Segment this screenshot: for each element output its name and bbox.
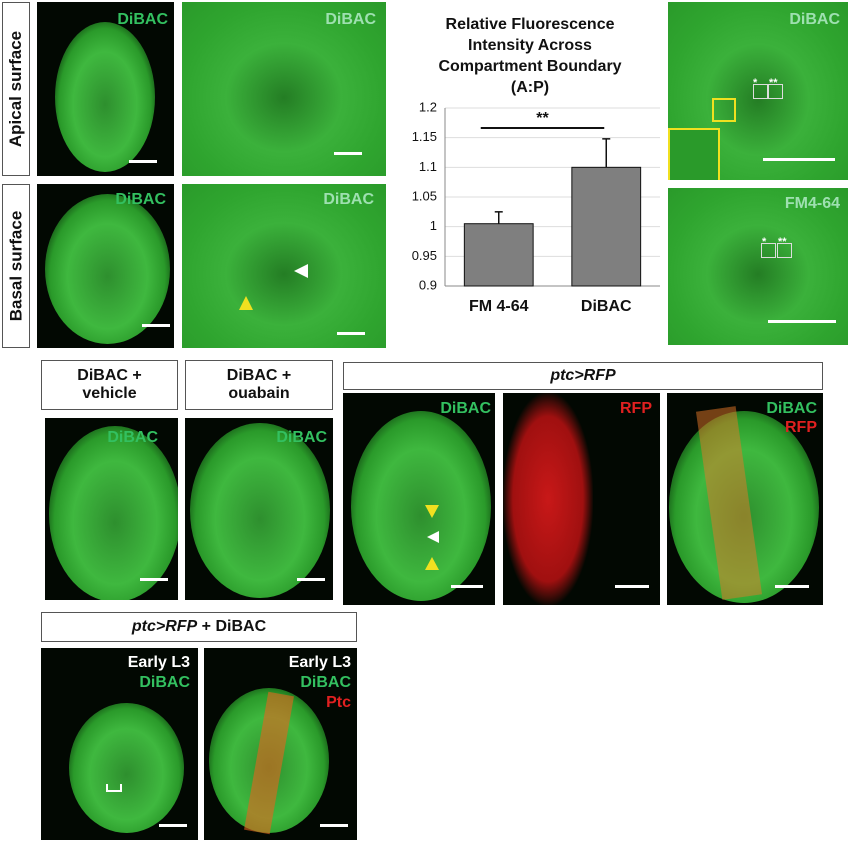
condition-italic: ptc>RFP <box>131 618 198 635</box>
inset-mark: ** <box>778 236 787 248</box>
micrograph: DiBAC <box>343 393 495 605</box>
significance-label: ** <box>536 110 549 127</box>
image-label: RFP <box>620 400 652 417</box>
image-label: Ptc <box>326 694 351 711</box>
image-label: DiBAC <box>117 11 168 28</box>
row-label-text: Basal surface <box>6 210 26 322</box>
image-label: DiBAC <box>789 11 840 28</box>
image-label: FM4-64 <box>784 195 840 212</box>
micrograph: DiBAC <box>185 418 333 600</box>
row-label: Apical surface <box>2 2 30 176</box>
micrograph: DiBAC <box>37 2 174 176</box>
micrograph: RFP <box>503 393 660 605</box>
image-label: Early L3 <box>127 654 190 671</box>
condition-label: ptc>RFP <box>343 362 823 390</box>
image-label: DiBAC <box>139 674 190 691</box>
y-tick-label: 0.95 <box>412 248 437 263</box>
micrograph: FM4-64 * ** <box>668 188 848 345</box>
y-tick-label: 0.9 <box>419 277 437 292</box>
image-label: RFP <box>785 419 817 436</box>
inset-mark: * <box>762 236 767 248</box>
y-tick-label: 1.1 <box>419 159 437 174</box>
condition-rest: + DiBAC <box>201 618 267 635</box>
y-tick-label: 1 <box>430 218 437 233</box>
row-label-text: Apical surface <box>6 30 26 148</box>
chart-title: Relative Fluorescence Intensity Across C… <box>438 16 622 96</box>
condition-label: ptc>RFP + DiBAC <box>41 612 357 642</box>
micrograph: DiBAC <box>37 184 174 348</box>
image-label: Early L3 <box>288 654 351 671</box>
micrograph: DiBAC * ** <box>668 2 848 180</box>
inset-mark: ** <box>769 77 778 89</box>
image-label: DiBAC <box>323 191 374 208</box>
condition-label: DiBAC + ouabain <box>185 360 333 410</box>
micrograph: DiBAC <box>182 184 386 348</box>
condition-label: DiBAC + vehicle <box>41 360 178 410</box>
x-tick-label: DiBAC <box>581 298 632 315</box>
bar <box>571 166 642 287</box>
image-label: DiBAC <box>440 400 491 417</box>
micrograph: Early L3 DiBAC Ptc <box>204 648 357 840</box>
image-label: DiBAC <box>300 674 351 691</box>
image-label: DiBAC <box>325 11 376 28</box>
micrograph: DiBAC RFP <box>667 393 823 605</box>
image-label: DiBAC <box>115 191 166 208</box>
micrograph: Early L3 DiBAC <box>41 648 198 840</box>
y-tick-label: 1.2 <box>419 99 437 114</box>
x-tick-label: FM 4-64 <box>469 298 529 315</box>
bar <box>463 223 534 287</box>
micrograph: DiBAC <box>182 2 386 176</box>
image-label: DiBAC <box>766 400 817 417</box>
chart: 0.9 0.95 1 1.05 1.1 1.15 1.2 FM 4-64 DiBAC ** <box>412 99 660 315</box>
row-label: Basal surface <box>2 184 30 348</box>
micrograph: DiBAC <box>45 418 178 600</box>
y-tick-label: 1.05 <box>412 188 437 203</box>
image-label: DiBAC <box>276 429 327 446</box>
inset-mark: * <box>753 77 758 89</box>
image-label: DiBAC <box>107 429 158 446</box>
y-tick-label: 1.15 <box>412 129 437 144</box>
